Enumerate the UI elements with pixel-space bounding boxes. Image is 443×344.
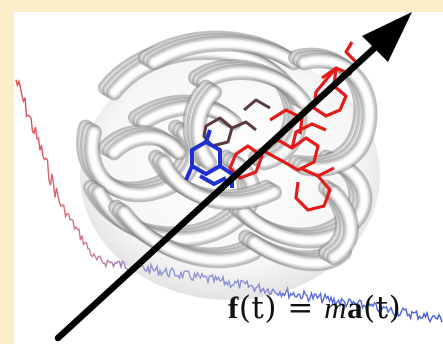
rhs-argument: (t)	[363, 290, 402, 326]
ligand-dark	[202, 98, 271, 148]
force-arrow-icon	[54, 12, 412, 342]
equals-sign: =	[276, 290, 325, 326]
mass-symbol: m	[324, 290, 348, 325]
lhs-argument: (t)	[238, 290, 277, 326]
equation-label: f(t) = ma(t)	[228, 290, 401, 326]
ligand-blue	[184, 129, 234, 188]
acceleration-symbol: a	[347, 290, 364, 325]
force-symbol: f	[228, 290, 239, 325]
